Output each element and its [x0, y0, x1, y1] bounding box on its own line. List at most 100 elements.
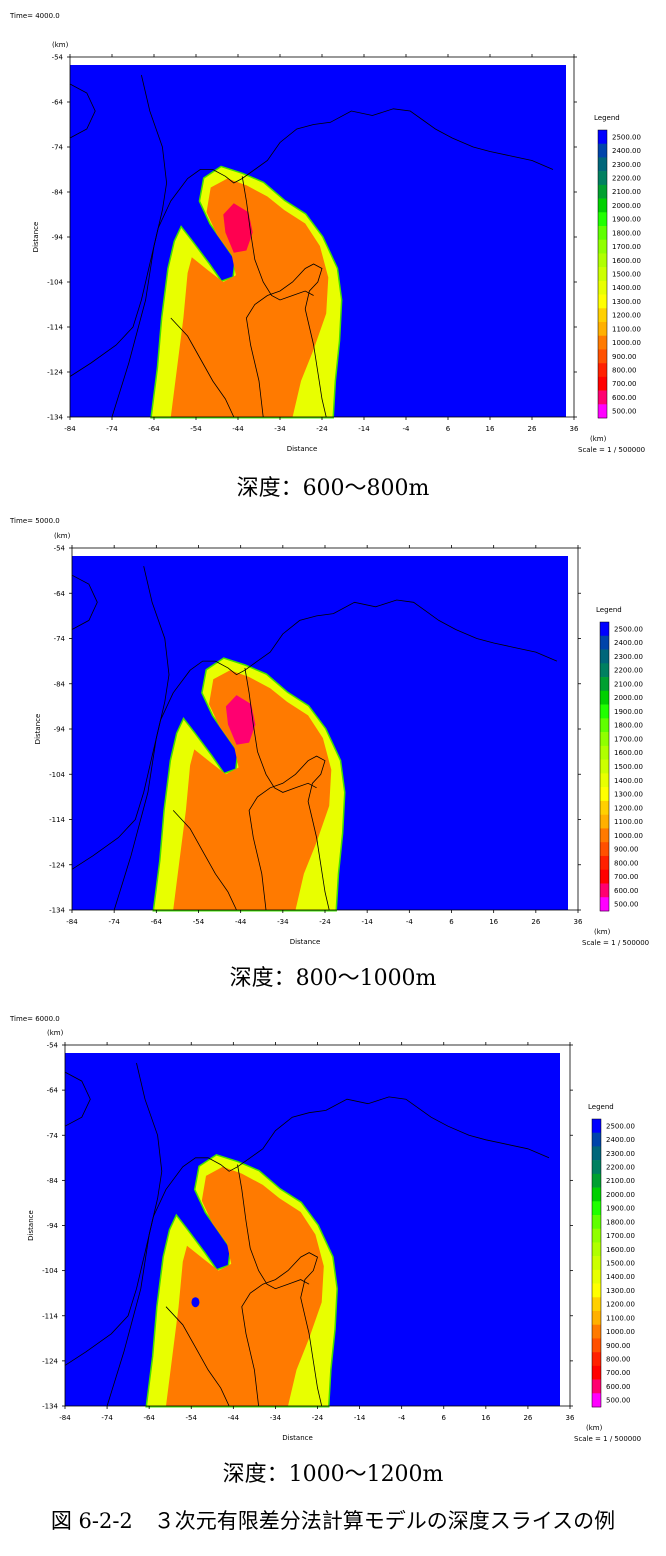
legend-value: 900.00	[612, 353, 637, 361]
y-unit-label: (km)	[54, 532, 71, 540]
x-tick-label: 36	[570, 425, 579, 433]
legend-value: 2200.00	[606, 1164, 635, 1172]
legend-value: 1400.00	[614, 777, 643, 785]
x-tick-label: 16	[489, 918, 498, 926]
legend-value: 600.00	[614, 887, 639, 895]
scale-label: Scale = 1 / 500000	[578, 446, 645, 454]
legend-value: 600.00	[612, 394, 637, 402]
y-tick-label: -134	[47, 414, 63, 422]
legend-swatch	[600, 855, 609, 871]
legend-swatch	[592, 1379, 601, 1394]
map-boundary-line	[241, 176, 314, 301]
legend-swatch	[592, 1132, 601, 1147]
legend-value: 1700.00	[612, 243, 641, 251]
legend-value: 1800.00	[606, 1218, 635, 1226]
legend-value: 2000.00	[606, 1191, 635, 1199]
x-tick-label: 26	[531, 918, 540, 926]
legend-swatch	[592, 1256, 601, 1271]
legend-swatch	[598, 184, 607, 199]
scale-label: Scale = 1 / 500000	[582, 939, 649, 947]
y-tick-label: -124	[42, 1357, 58, 1365]
velocity-region-1000	[173, 670, 332, 910]
y-tick-label: -84	[52, 189, 64, 197]
legend-value: 1900.00	[612, 216, 641, 224]
y-tick-label: -114	[42, 1312, 58, 1320]
y-tick-label: -104	[42, 1267, 58, 1275]
x-tick-label: -34	[270, 1414, 282, 1422]
legend-swatch	[598, 226, 607, 241]
legend-swatch	[600, 677, 609, 692]
x-tick-label: -54	[190, 425, 202, 433]
legend-value: 2000.00	[612, 202, 641, 210]
legend-value: 2400.00	[614, 639, 643, 647]
legend-value: 700.00	[606, 1369, 631, 1377]
legend-value: 2200.00	[614, 667, 643, 675]
y-tick-label: -94	[47, 1222, 59, 1230]
legend-frame	[597, 129, 608, 419]
legend-swatch	[598, 294, 607, 309]
legend-swatch	[598, 308, 607, 323]
map-boundary-line	[69, 83, 96, 139]
map-boundary-line	[172, 810, 237, 911]
legend-swatch	[598, 198, 607, 213]
y-tick-label: -54	[52, 54, 64, 62]
legend-value: 2400.00	[606, 1136, 635, 1144]
legend-value: 1000.00	[614, 832, 643, 840]
legend-swatch	[600, 869, 609, 884]
x-axis-label: Distance	[287, 445, 318, 453]
velocity-region-1000	[170, 178, 329, 417]
map-boundary-line	[244, 667, 317, 793]
velocity-region-blue-spot	[191, 1297, 200, 1308]
y-tick-label: -74	[54, 635, 66, 643]
legend-swatch	[600, 759, 609, 774]
legend-swatch	[600, 883, 609, 898]
legend-value: 700.00	[614, 873, 639, 881]
y-axis-label: Distance	[27, 1210, 35, 1241]
x-tick-label: -44	[232, 425, 244, 433]
y-tick-label: -74	[47, 1132, 59, 1140]
slice-chart: Time= 6000.0 (km) -54 -64 -74 -84 -94 -104 -114 -…	[9, 1015, 641, 1443]
legend-swatch	[598, 335, 607, 350]
legend-swatch	[600, 787, 609, 802]
legend-swatch	[598, 349, 607, 364]
legend-value: 2100.00	[606, 1177, 635, 1185]
legend-swatch	[600, 690, 609, 705]
legend-swatch	[592, 1311, 601, 1326]
legend-swatch	[598, 280, 607, 295]
legend-value: 2200.00	[612, 175, 641, 183]
legend-swatch	[598, 363, 607, 378]
legend-swatch	[592, 1146, 601, 1161]
legend-swatch	[592, 1201, 601, 1216]
velocity-region-600	[223, 203, 253, 253]
legend-swatch	[598, 376, 607, 391]
x-tick-label: -84	[66, 918, 78, 926]
map-boundary-line	[241, 1252, 323, 1407]
y-tick-label: -94	[52, 234, 64, 242]
legend-swatch	[600, 828, 609, 843]
x-tick-label: -14	[361, 918, 373, 926]
x-tick-label: -4	[398, 1414, 406, 1422]
x-tick-label: -44	[228, 1414, 240, 1422]
y-tick-label: -54	[54, 545, 66, 553]
map-boundary-line	[71, 574, 98, 630]
x-tick-label: 6	[449, 918, 454, 926]
x-axis-label: Distance	[290, 938, 321, 946]
y-tick-label: -134	[42, 1403, 58, 1411]
legend-value: 700.00	[612, 380, 637, 388]
legend-value: 900.00	[614, 846, 639, 854]
slice-chart: Time= 5000.0 (km) -54 -64 -74 -84 -94 -104 -114 -…	[9, 517, 649, 947]
legend-value: 1600.00	[612, 257, 641, 265]
legend-value: 2100.00	[612, 188, 641, 196]
map-boundary-line	[237, 1164, 310, 1290]
depth-caption: 深度：1000～1200m	[222, 1462, 444, 1487]
x-tick-label: -84	[64, 425, 76, 433]
legend-swatch	[600, 897, 609, 912]
y-tick-label: -94	[54, 726, 66, 734]
x-tick-label: -24	[319, 918, 331, 926]
legend-frame	[591, 1118, 602, 1408]
time-label: Time= 4000.0	[9, 12, 60, 20]
legend-value: 1600.00	[614, 749, 643, 757]
scale-label: Scale = 1 / 500000	[574, 1435, 641, 1443]
y-tick-label: -84	[47, 1177, 59, 1185]
legend-value: 1100.00	[612, 325, 641, 333]
